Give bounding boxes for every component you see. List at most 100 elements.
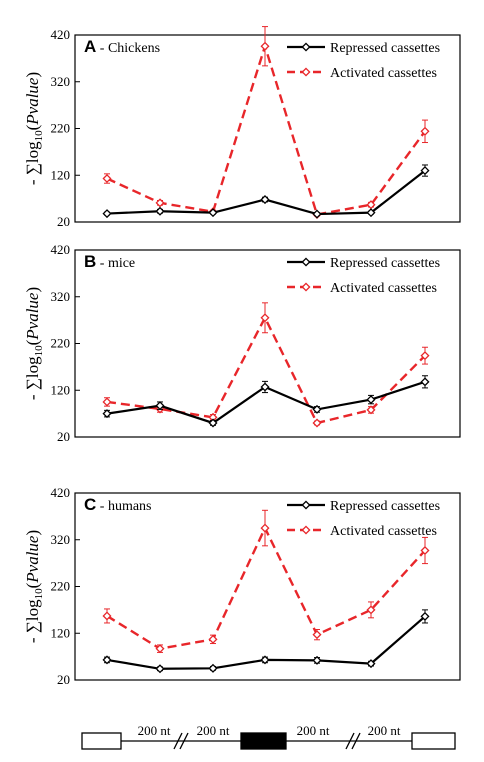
plot-frame	[74, 34, 461, 223]
y-tick-label: 420	[51, 485, 71, 500]
y-tick-label: 320	[51, 289, 71, 304]
intron-break-mark	[173, 732, 183, 750]
data-point-marker	[260, 382, 270, 392]
intron-length-label: 200 nt	[368, 723, 401, 738]
legend-entry-repressed: Repressed cassettes	[287, 41, 440, 56]
y-tick-label: 120	[51, 382, 71, 397]
y-tick-label: 120	[51, 167, 71, 182]
data-point-marker	[208, 663, 218, 673]
chart-panels: 420 320 220 120 20 - ∑log10(Pvalue) A - Chicke…	[23, 26, 461, 687]
data-point-marker	[102, 209, 112, 219]
series-repressed	[102, 164, 430, 219]
data-point-marker	[208, 634, 218, 644]
data-point-marker	[155, 198, 165, 208]
data-point-marker	[312, 209, 322, 219]
legend-entry-activated: Activated cassettes	[287, 281, 437, 296]
data-point-marker	[208, 418, 218, 428]
data-point-marker	[312, 655, 322, 665]
legend-marker	[301, 282, 311, 292]
y-tick-label: 420	[51, 242, 71, 257]
data-point-marker	[312, 404, 322, 414]
series-repressed	[102, 609, 430, 674]
data-point-marker	[260, 523, 270, 533]
intron-length-label: 200 nt	[297, 723, 330, 738]
legend-label: Repressed cassettes	[330, 256, 440, 271]
series-activated	[102, 509, 430, 654]
y-tick-label: 220	[51, 121, 71, 136]
series-activated	[102, 302, 430, 428]
data-point-marker	[260, 313, 270, 323]
y-tick-label: 20	[57, 672, 70, 687]
y-tick-label: 120	[51, 625, 71, 640]
data-point-marker	[420, 126, 430, 136]
data-point-marker	[155, 401, 165, 411]
data-point-marker	[366, 405, 376, 415]
data-point-marker	[102, 409, 112, 419]
panel-title: A - Chickens	[84, 37, 160, 56]
legend-entry-repressed: Repressed cassettes	[287, 499, 440, 514]
data-point-marker	[102, 611, 112, 621]
y-tick-label: 220	[51, 579, 71, 594]
y-axis-label: - ∑log10(Pvalue)	[23, 530, 45, 643]
panel-title: C - humans	[84, 495, 152, 514]
data-point-marker	[366, 659, 376, 669]
legend-entry-activated: Activated cassettes	[287, 524, 437, 539]
data-point-marker	[102, 655, 112, 665]
downstream-exon-box	[411, 732, 456, 750]
data-point-marker	[420, 611, 430, 621]
data-point-marker	[102, 174, 112, 184]
data-point-marker	[102, 397, 112, 407]
y-axis-label: - ∑log10(Pvalue)	[23, 72, 45, 185]
data-point-marker	[366, 208, 376, 218]
legend-marker	[301, 500, 311, 510]
intron-length-label: 200 nt	[197, 723, 230, 738]
data-point-marker	[155, 664, 165, 674]
intron-length-label: 200 nt	[138, 723, 171, 738]
y-tick-label: 320	[51, 74, 71, 89]
legend-entry-repressed: Repressed cassettes	[287, 256, 440, 271]
cassette-exon-box	[240, 732, 287, 750]
data-point-marker	[420, 166, 430, 176]
data-point-marker	[420, 377, 430, 387]
plot-frame	[74, 492, 461, 681]
intron-break-mark	[345, 732, 355, 750]
legend-marker	[301, 525, 311, 535]
legend-marker	[301, 67, 311, 77]
legend-label: Activated cassettes	[330, 524, 437, 539]
data-point-marker	[420, 545, 430, 556]
gene-model-diagram: 200 nt 200 nt 200 nt 200 nt	[81, 723, 456, 750]
data-point-marker	[366, 395, 376, 405]
chart-panel-c: 420 320 220 120 20 - ∑log10(Pvalue) C - humans…	[23, 485, 461, 687]
data-point-marker	[260, 655, 270, 665]
y-axis-label: - ∑log10(Pvalue)	[23, 287, 45, 400]
y-tick-label: 20	[57, 429, 70, 444]
legend-label: Activated cassettes	[330, 66, 437, 81]
data-point-marker	[420, 351, 430, 361]
data-point-marker	[208, 208, 218, 218]
legend-label: Repressed cassettes	[330, 41, 440, 56]
legend-marker	[301, 42, 311, 52]
legend-label: Activated cassettes	[330, 281, 437, 296]
data-point-marker	[155, 206, 165, 216]
chart-panel-b: 420 320 220 120 20 - ∑log10(Pvalue) B - mice Re…	[23, 242, 461, 444]
series-activated	[102, 26, 430, 220]
data-point-marker	[312, 630, 322, 640]
chart-panel-a: 420 320 220 120 20 - ∑log10(Pvalue) A - Chicke…	[23, 26, 461, 229]
legend-marker	[301, 257, 311, 267]
y-tick-label: 220	[51, 336, 71, 351]
upstream-exon-box	[81, 732, 122, 750]
legend-entry-activated: Activated cassettes	[287, 66, 437, 81]
data-point-marker	[312, 418, 322, 428]
intron-break-mark	[179, 732, 189, 750]
legend-label: Repressed cassettes	[330, 499, 440, 514]
panel-title: B - mice	[84, 252, 135, 271]
data-point-marker	[260, 41, 270, 51]
series-repressed	[102, 375, 430, 428]
y-tick-label: 20	[57, 214, 70, 229]
data-point-marker	[366, 605, 376, 615]
y-tick-label: 420	[51, 27, 71, 42]
data-point-marker	[260, 195, 270, 205]
y-tick-label: 320	[51, 532, 71, 547]
data-point-marker	[155, 644, 165, 654]
